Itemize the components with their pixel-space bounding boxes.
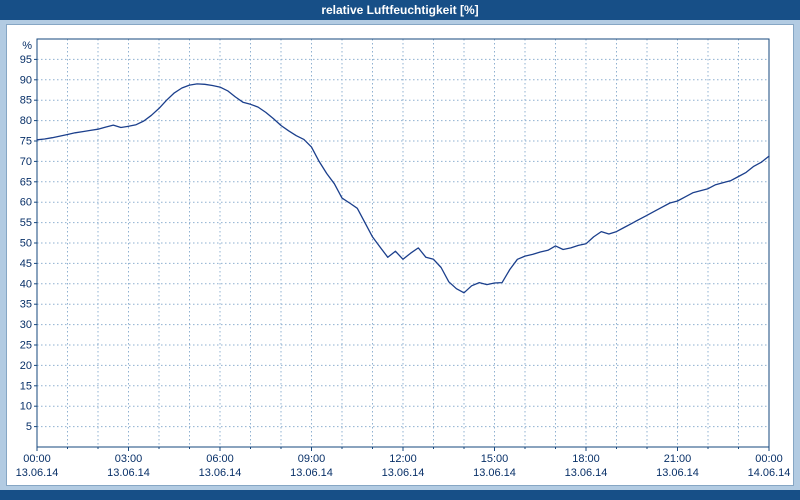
svg-text:70: 70: [20, 156, 32, 168]
svg-text:%: %: [22, 40, 32, 52]
svg-text:13.06.14: 13.06.14: [107, 467, 150, 479]
svg-text:13.06.14: 13.06.14: [656, 467, 699, 479]
svg-text:13.06.14: 13.06.14: [199, 467, 242, 479]
svg-text:18:00: 18:00: [572, 453, 600, 465]
svg-text:95: 95: [20, 54, 32, 66]
svg-text:09:00: 09:00: [298, 453, 326, 465]
svg-text:13.06.14: 13.06.14: [382, 467, 425, 479]
svg-text:50: 50: [20, 238, 32, 250]
svg-text:80: 80: [20, 115, 32, 127]
page-title: relative Luftfeuchtigkeit [%]: [321, 3, 479, 17]
svg-text:35: 35: [20, 299, 32, 311]
svg-text:15: 15: [20, 380, 32, 392]
svg-text:12:00: 12:00: [389, 453, 417, 465]
svg-text:06:00: 06:00: [206, 453, 234, 465]
svg-text:15:00: 15:00: [481, 453, 509, 465]
svg-text:14.06.14: 14.06.14: [748, 467, 791, 479]
svg-text:55: 55: [20, 217, 32, 229]
svg-text:60: 60: [20, 197, 32, 209]
svg-text:20: 20: [20, 360, 32, 372]
svg-text:30: 30: [20, 319, 32, 331]
svg-text:00:00: 00:00: [755, 453, 783, 465]
svg-text:13.06.14: 13.06.14: [565, 467, 608, 479]
svg-text:75: 75: [20, 136, 32, 148]
svg-text:03:00: 03:00: [115, 453, 143, 465]
humidity-line-chart: 5 10 15 20 25 30 35 40 45 50 55 60 65 70 75 80 85 90 95% 00…: [16, 38, 791, 479]
svg-text:10: 10: [20, 401, 32, 413]
svg-text:25: 25: [20, 340, 32, 352]
title-bar: relative Luftfeuchtigkeit [%]: [0, 0, 800, 20]
svg-text:21:00: 21:00: [664, 453, 692, 465]
svg-text:40: 40: [20, 278, 32, 290]
svg-text:45: 45: [20, 258, 32, 270]
svg-text:85: 85: [20, 95, 32, 107]
svg-text:13.06.14: 13.06.14: [290, 467, 333, 479]
svg-text:13.06.14: 13.06.14: [16, 467, 59, 479]
svg-text:13.06.14: 13.06.14: [473, 467, 516, 479]
chart-panel: 5 10 15 20 25 30 35 40 45 50 55 60 65 70 75 80 85 90 95% 00…: [6, 24, 794, 486]
svg-text:00:00: 00:00: [23, 453, 51, 465]
svg-text:5: 5: [26, 421, 32, 433]
bottom-bar: [0, 490, 800, 500]
svg-text:90: 90: [20, 74, 32, 86]
chart-area: 5 10 15 20 25 30 35 40 45 50 55 60 65 70 75 80 85 90 95% 00…: [0, 20, 800, 490]
svg-text:65: 65: [20, 176, 32, 188]
